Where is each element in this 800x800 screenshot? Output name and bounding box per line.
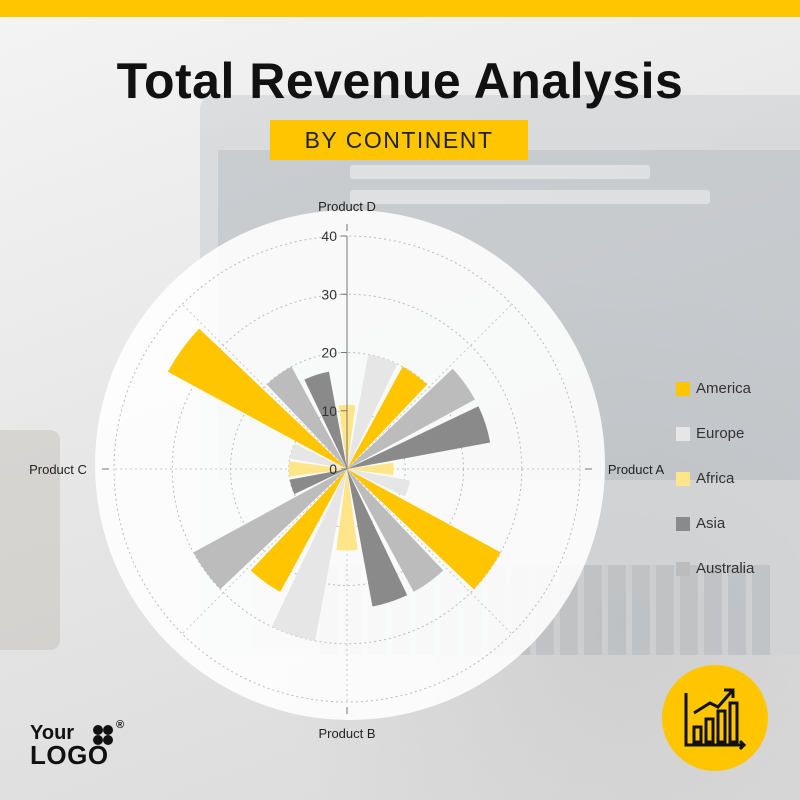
bar-europe-product-a [347, 469, 411, 497]
bar-australia-product-b [347, 469, 444, 592]
bar-america-product-b [250, 469, 347, 592]
legend-swatch [676, 516, 690, 531]
bar-australia-product-a [347, 368, 475, 469]
legend-label: America [696, 380, 752, 397]
grid-spoke [346, 303, 513, 470]
bar-africa-product-a [347, 462, 394, 476]
legend-swatch [676, 561, 690, 576]
top-accent-bar [0, 0, 800, 17]
bar-africa-product-c [288, 461, 347, 477]
legend-item-asia: Asia [676, 501, 754, 546]
radial-tick-label: 30 [321, 286, 337, 302]
radial-tick-label: 40 [321, 228, 337, 244]
screen-text-blur [350, 190, 710, 204]
bar-asia-product-d [304, 371, 347, 469]
registered-mark: ® [116, 719, 125, 731]
bar-america-product-d [347, 366, 428, 469]
legend-swatch [676, 471, 690, 486]
legend-item-africa: Africa [676, 456, 754, 501]
grid-spoke [181, 468, 348, 635]
bar-asia-product-b [347, 469, 408, 607]
legend-swatch [676, 381, 690, 396]
grid-spoke [346, 468, 513, 635]
legend-label: Australia [696, 560, 755, 577]
category-label-product-d: Product D [318, 199, 376, 214]
radial-tick-label: 10 [321, 403, 337, 419]
screen-text-blur [350, 165, 650, 179]
legend: America Europe Africa Asia Australia [676, 366, 754, 591]
bar-america-product-a [347, 469, 501, 590]
legend-item-europe: Europe [676, 411, 754, 456]
bar-europe-product-c [289, 443, 347, 469]
bar-europe-product-d [347, 354, 398, 469]
four-petal-logo-icon [93, 725, 113, 745]
legend-item-australia: Australia [676, 546, 754, 591]
bar-chart-growth-icon [684, 688, 747, 751]
logo-text-line1: Your [30, 722, 75, 744]
bar-africa-product-b [336, 469, 358, 551]
bar-europe-product-b [271, 469, 347, 641]
radial-tick-label: 20 [321, 345, 337, 361]
bar-asia-product-c [289, 469, 347, 495]
grid-ring [171, 293, 523, 645]
legend-swatch [676, 426, 690, 441]
page-subtitle: BY CONTINENT [304, 126, 494, 153]
category-label-product-a: Product A [608, 462, 665, 477]
legend-item-america: America [676, 366, 754, 411]
grid-spoke [181, 303, 348, 470]
bar-australia-product-c [193, 469, 347, 590]
bar-australia-product-d [266, 366, 347, 469]
bar-america-product-c [167, 328, 347, 469]
chart-badge [662, 665, 768, 771]
legend-label: Asia [696, 515, 726, 532]
page-title: Total Revenue Analysis [116, 53, 684, 109]
category-label-product-c: Product C [29, 462, 87, 477]
legend-label: Africa [696, 470, 735, 487]
legend-label: Europe [696, 425, 745, 442]
logo-text-line2: LOGO [30, 740, 109, 770]
grid-ring [113, 235, 581, 703]
glass-photo [0, 430, 60, 650]
radial-tick-label: 0 [329, 461, 337, 477]
category-label-product-b: Product B [318, 726, 375, 741]
bar-asia-product-a [347, 406, 491, 469]
subtitle-box: BY CONTINENT [270, 120, 528, 160]
